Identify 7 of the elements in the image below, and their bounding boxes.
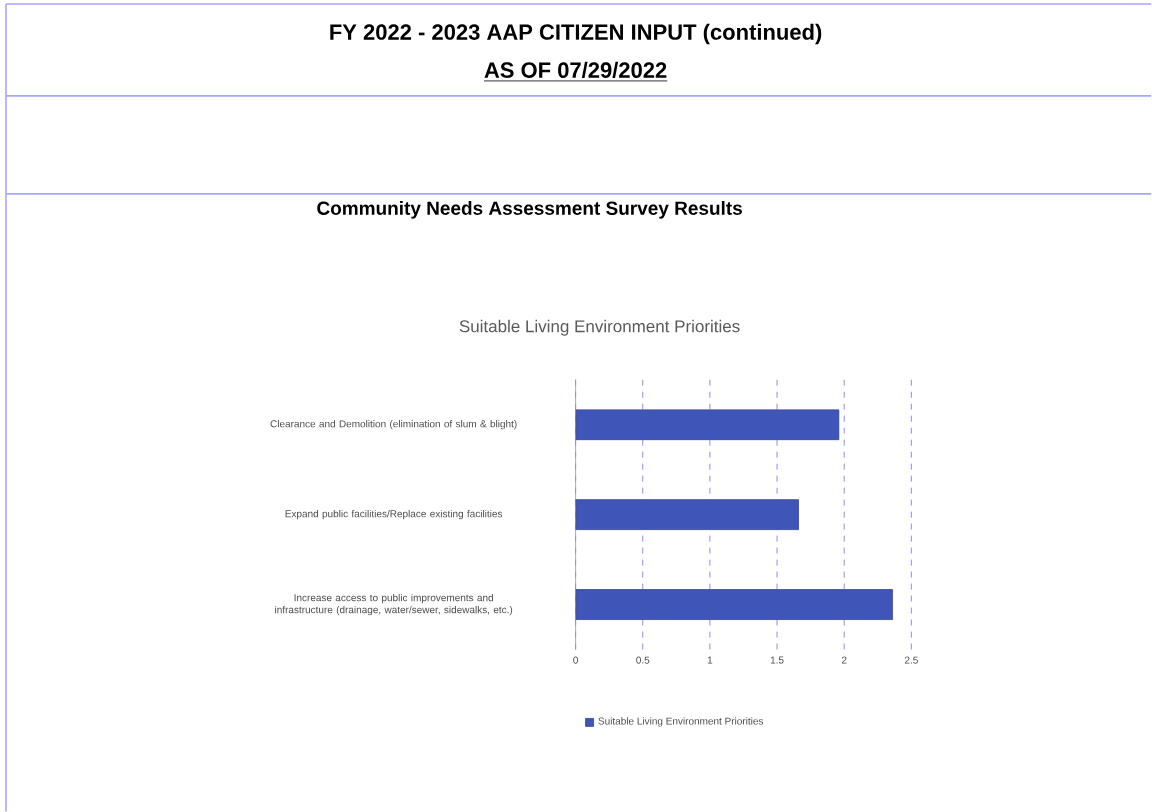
bar	[575, 409, 840, 440]
bar	[575, 589, 893, 620]
chart-title: Suitable Living Environment Priorities	[459, 319, 740, 336]
text: AS OF 07/29/2022	[484, 61, 667, 79]
text: FY 2022 - 2023 AAP CITIZEN INPUT (continued)	[330, 23, 822, 45]
text: Community Needs Assessment Survey Results	[317, 200, 742, 219]
bar	[575, 499, 799, 530]
